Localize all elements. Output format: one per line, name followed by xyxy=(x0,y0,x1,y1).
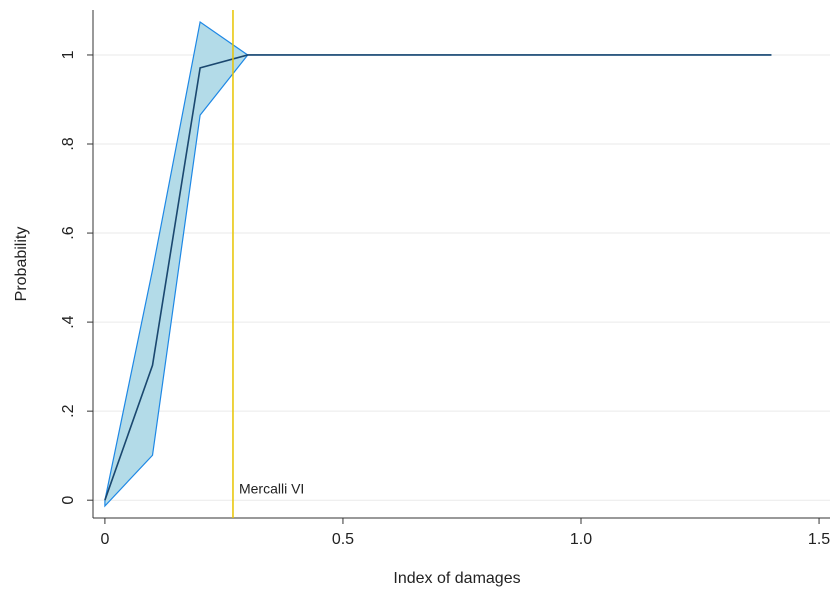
confidence-band xyxy=(104,21,772,508)
x-axis-label: Index of damages xyxy=(393,570,520,587)
y-tick-label: 1 xyxy=(60,50,77,59)
y-tick-label: .2 xyxy=(60,404,77,417)
y-tick-label: .8 xyxy=(60,137,77,150)
y-axis-label: Probability xyxy=(13,227,30,302)
x-tick-label: 1.0 xyxy=(570,531,592,548)
line xyxy=(104,54,772,501)
x-tick-label: 1.5 xyxy=(808,531,830,548)
x-tick-label: 0 xyxy=(100,531,109,548)
y-tick-label: .4 xyxy=(60,315,77,328)
y-tick-label: 0 xyxy=(60,496,77,505)
y-tick-label: .6 xyxy=(60,226,77,239)
annotation-label: Mercalli VI xyxy=(239,481,304,497)
x-tick-label: 0.5 xyxy=(332,531,354,548)
